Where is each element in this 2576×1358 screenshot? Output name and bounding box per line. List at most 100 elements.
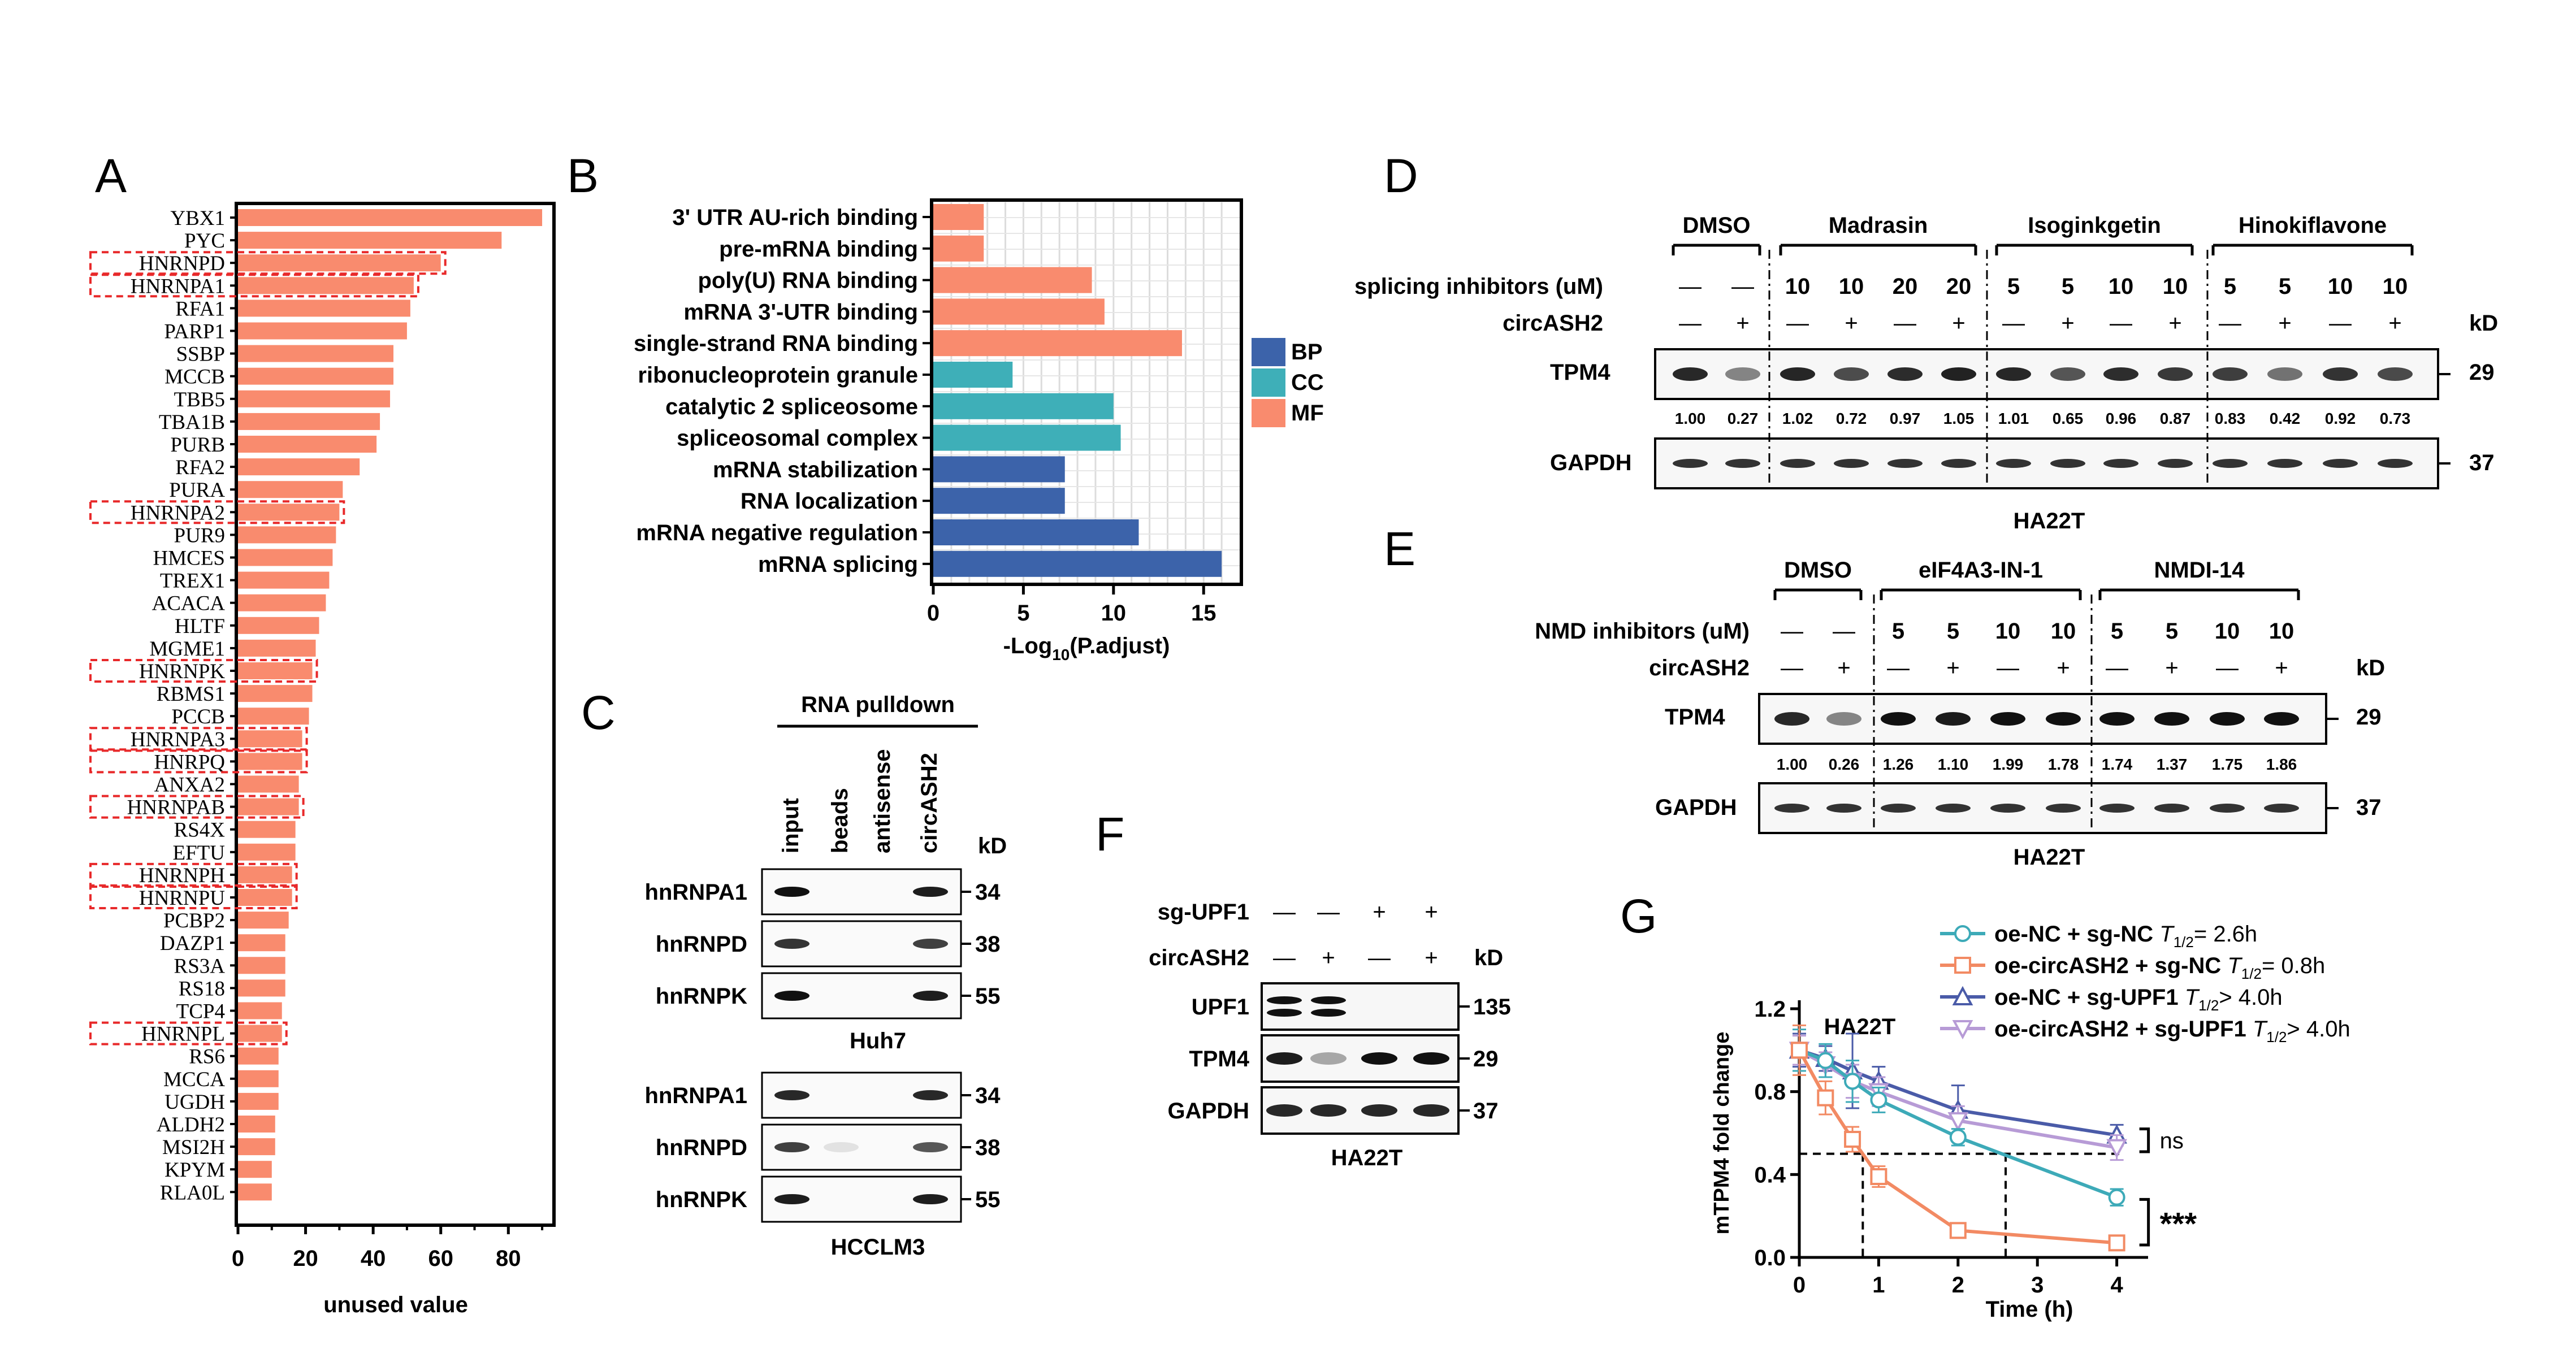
panel-c-kd: kD — [978, 834, 1007, 858]
panel-a-x-tick-label: 20 — [293, 1246, 318, 1271]
panel-c-cell-bottom: HCCLM3 — [831, 1235, 925, 1260]
panel-a-bar — [238, 1092, 279, 1110]
panel-e-quant-value: 1.86 — [2266, 756, 2297, 773]
panel-a-bar — [238, 1161, 272, 1178]
panel-a-x-tick-label: 0 — [232, 1246, 244, 1271]
blot-band — [2267, 367, 2302, 381]
panel-f-kd: kD — [1474, 945, 1503, 970]
panel-e-row2-value: + — [2057, 656, 2070, 680]
panel-b-category-label: ribonucleoprotein granule — [638, 363, 918, 388]
panel-g-marker — [1817, 1089, 1834, 1107]
blot-band — [2210, 712, 2245, 726]
panel-g-marker — [1952, 986, 1973, 1005]
panel-b-bar — [933, 330, 1182, 357]
panel-g-marker — [1817, 1052, 1834, 1069]
blot-band — [1834, 459, 1869, 468]
panel-g-marker — [1949, 1129, 1967, 1146]
panel-c-size-label: 55 — [975, 984, 1001, 1009]
panel-d-lanes: — — 1.00 — +0.27 10 — 1.02 10 +0.72 20 — 0.97 20 +1.05… — [1654, 250, 2451, 489]
panel-e-row1-value: 10 — [1995, 619, 2021, 644]
panel-a-bar — [238, 1116, 275, 1133]
blot-band — [1311, 996, 1346, 1004]
panel-b-category-label: mRNA splicing — [758, 552, 918, 577]
panel-e-quant-value: 1.26 — [1883, 756, 1914, 773]
panel-d-quant-value: 0.72 — [1836, 410, 1867, 427]
panel-a-x-axis-label: unused value — [323, 1292, 468, 1317]
blot-band — [1780, 367, 1815, 381]
panel-e-quant-value: 1.37 — [2157, 756, 2188, 773]
panel-g-legend-label: oe-NC + sg-NC T1/2= 2.6h — [1994, 922, 2257, 951]
panel-e-row2-value: — — [1781, 656, 1803, 680]
panel-d-quant-value: 0.87 — [2160, 410, 2191, 427]
panel-label-g: G — [1620, 890, 1657, 943]
panel-c-header: RNA pulldown — [801, 692, 955, 717]
blot-band — [1881, 712, 1916, 726]
blot-band — [1936, 804, 1971, 813]
panel-g-marker — [1870, 1168, 1887, 1185]
panel-c-lane-label: antisense — [870, 749, 895, 853]
panel-c-row-label: hnRNPK — [656, 984, 747, 1009]
panel-label-c: C — [581, 686, 616, 739]
panel-f-blot-label: GAPDH — [1168, 1099, 1249, 1123]
panel-a-bar — [238, 594, 326, 611]
panel-f-row2-value: + — [1425, 945, 1438, 970]
panel-d-row1-value: 10 — [2328, 274, 2353, 299]
panel-g-legend-label: oe-NC + sg-UPF1 T1/2> 4.0h — [1994, 985, 2283, 1014]
panel-f-size-label: 135 — [1473, 995, 1511, 1019]
panel-a-category-label: RS4X — [174, 819, 226, 842]
panel-d-blot1-label: TPM4 — [1550, 360, 1610, 385]
panel-e-row1-value: 10 — [2269, 619, 2294, 644]
panel-a-x-ticks: 0 20 40 60 80 — [232, 1225, 544, 1271]
panel-a-highlight-box — [89, 1021, 288, 1045]
blot-band — [1834, 367, 1869, 381]
panel-e-row1-value: 5 — [2111, 619, 2123, 644]
blot-band — [2099, 804, 2135, 813]
panel-a-bar — [238, 413, 380, 430]
panel-c-row-label: hnRNPA1 — [645, 1083, 747, 1108]
panel-b-category-label: catalytic 2 spliceosome — [665, 394, 918, 419]
panel-d-row1-value: 10 — [2383, 274, 2408, 299]
panel-b-bar — [933, 393, 1114, 419]
blot-band — [774, 887, 809, 897]
panel-b-legend: BP CC MF — [1252, 338, 1324, 427]
blot-band — [913, 1142, 948, 1152]
panel-e-quant-value: 0.26 — [1829, 756, 1860, 773]
panel-g-y-axis-label: mTPM4 fold change — [1710, 1032, 1734, 1235]
panel-a-category-label: PURB — [170, 433, 225, 457]
blot-band — [2267, 459, 2302, 468]
panel-a-bar — [238, 322, 407, 340]
panel-d-quant-value: 0.65 — [2053, 410, 2084, 427]
panel-d-quant-value: 0.73 — [2380, 410, 2411, 427]
panel-a-category-label: MGME1 — [149, 637, 225, 661]
panel-a-category-label: RBMS1 — [157, 683, 225, 706]
panel-e-kd: kD — [2356, 656, 2385, 680]
panel-g-axes: 0.0 0.4 0.8 1.2 0 1 2 3 4 — [1754, 997, 2148, 1298]
panel-d-quant-value: 1.05 — [1943, 410, 1975, 427]
panel-d-blots: DMSO Madrasin Isoginkgetin Hinokiflavone sp… — [1354, 213, 2498, 533]
panel-a-category-label: RLA0L — [160, 1181, 225, 1204]
panel-a-category-label: ACACA — [151, 592, 225, 615]
panel-a-highlight-box — [89, 727, 308, 751]
blot-band — [1936, 712, 1971, 726]
panel-a-bar — [238, 1138, 275, 1156]
panel-g-sig-stars: *** — [2160, 1206, 2197, 1242]
panel-e-row2-value: + — [2165, 656, 2178, 680]
blot-band — [774, 991, 809, 1001]
panel-d-row2-value: — — [1786, 311, 1809, 336]
panel-b-x-tick-label: 15 — [1191, 601, 1216, 626]
panel-b-legend-label: BP — [1291, 340, 1323, 365]
panel-c-cell-top: Huh7 — [850, 1029, 906, 1053]
panel-a-category-label: HLTF — [175, 615, 225, 638]
panel-a-category-label: MCCA — [163, 1068, 225, 1091]
blot-band — [1774, 712, 1809, 726]
panel-a-bar — [238, 843, 296, 861]
panel-b-category-label: mRNA negative regulation — [636, 520, 918, 545]
panel-a-bar — [238, 685, 313, 702]
panel-c-row-label: hnRNPK — [656, 1187, 747, 1212]
panel-f-row1-value: + — [1425, 900, 1438, 925]
panel-d-quant-value: 0.42 — [2270, 410, 2301, 427]
blot-band — [913, 1194, 948, 1204]
panel-g-marker — [2108, 1188, 2125, 1206]
panel-g-x-axis-label: Time (h) — [1986, 1297, 2073, 1322]
blot-band — [774, 939, 809, 949]
